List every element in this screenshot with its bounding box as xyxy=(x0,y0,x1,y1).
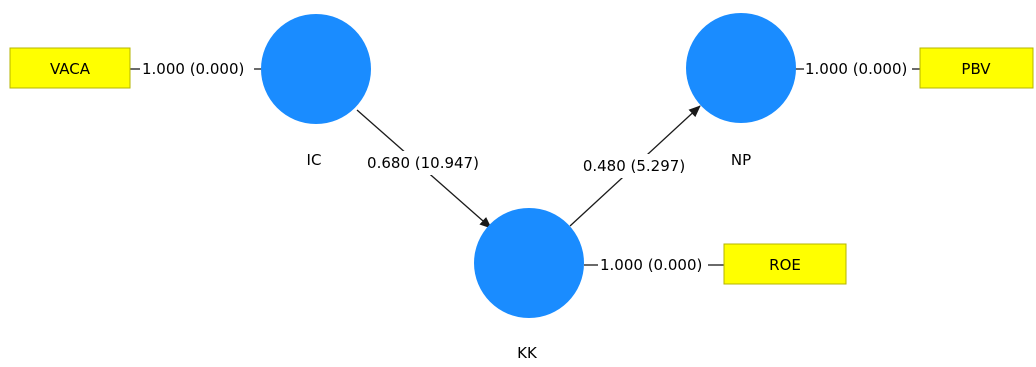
indicator-vaca-label: VACA xyxy=(50,60,91,78)
path-label-ic-kk: 0.680 (10.947) xyxy=(367,154,479,172)
path-label-kk-np: 0.480 (5.297) xyxy=(583,157,685,175)
latent-ic-label: IC xyxy=(307,151,322,169)
latent-kk[interactable] xyxy=(474,208,584,318)
latent-np[interactable] xyxy=(686,13,796,123)
latent-np-circle xyxy=(686,13,796,123)
indicator-pbv-label: PBV xyxy=(961,60,991,78)
indicator-roe-label: ROE xyxy=(769,256,801,274)
loading-label-kk-roe: 1.000 (0.000) xyxy=(600,256,702,274)
indicator-roe[interactable]: ROE xyxy=(724,244,846,284)
indicator-vaca[interactable]: VACA xyxy=(10,48,130,88)
latent-ic[interactable] xyxy=(261,14,371,124)
loading-label-vaca-ic: 1.000 (0.000) xyxy=(142,60,244,78)
loading-label-np-pbv: 1.000 (0.000) xyxy=(805,60,907,78)
latent-ic-circle xyxy=(261,14,371,124)
indicator-pbv[interactable]: PBV xyxy=(920,48,1033,88)
latent-kk-label: KK xyxy=(517,344,538,362)
latent-np-label: NP xyxy=(731,151,751,169)
latent-kk-circle xyxy=(474,208,584,318)
